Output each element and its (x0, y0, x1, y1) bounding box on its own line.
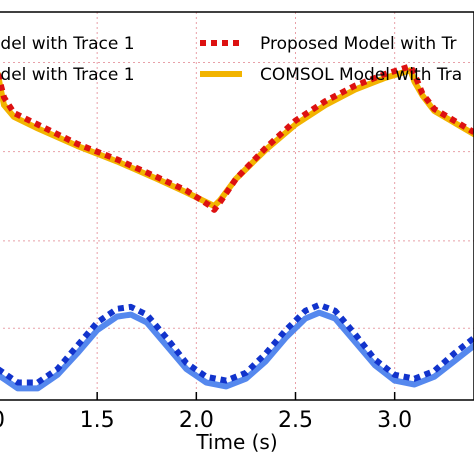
series-line-3 (0, 301, 474, 386)
series-group (0, 63, 474, 392)
x-tick-label-0: 0 (0, 408, 5, 433)
legend-label-3: COMSOL Model with Tra (260, 65, 462, 85)
series-line-0 (0, 63, 474, 213)
x-tick-label-2: 2.0 (179, 408, 214, 433)
legend: odel with Trace 1 Proposed Model with Tr o… (0, 34, 462, 85)
x-tick-label-4: 3.0 (377, 408, 412, 433)
series-line-2 (0, 309, 474, 392)
x-tick-label-1: 1.5 (80, 408, 115, 433)
plot-frame (0, 11, 474, 401)
x-tick-label-3: 2.5 (278, 408, 313, 433)
legend-label-0: odel with Trace 1 (0, 34, 135, 54)
legend-label-2: odel with Trace 1 (0, 65, 135, 85)
grid (0, 12, 474, 400)
legend-label-1: Proposed Model with Tr (260, 34, 456, 54)
x-axis-label: Time (s) (195, 430, 277, 454)
x-ticks: 01.52.02.53.03 (0, 392, 412, 433)
